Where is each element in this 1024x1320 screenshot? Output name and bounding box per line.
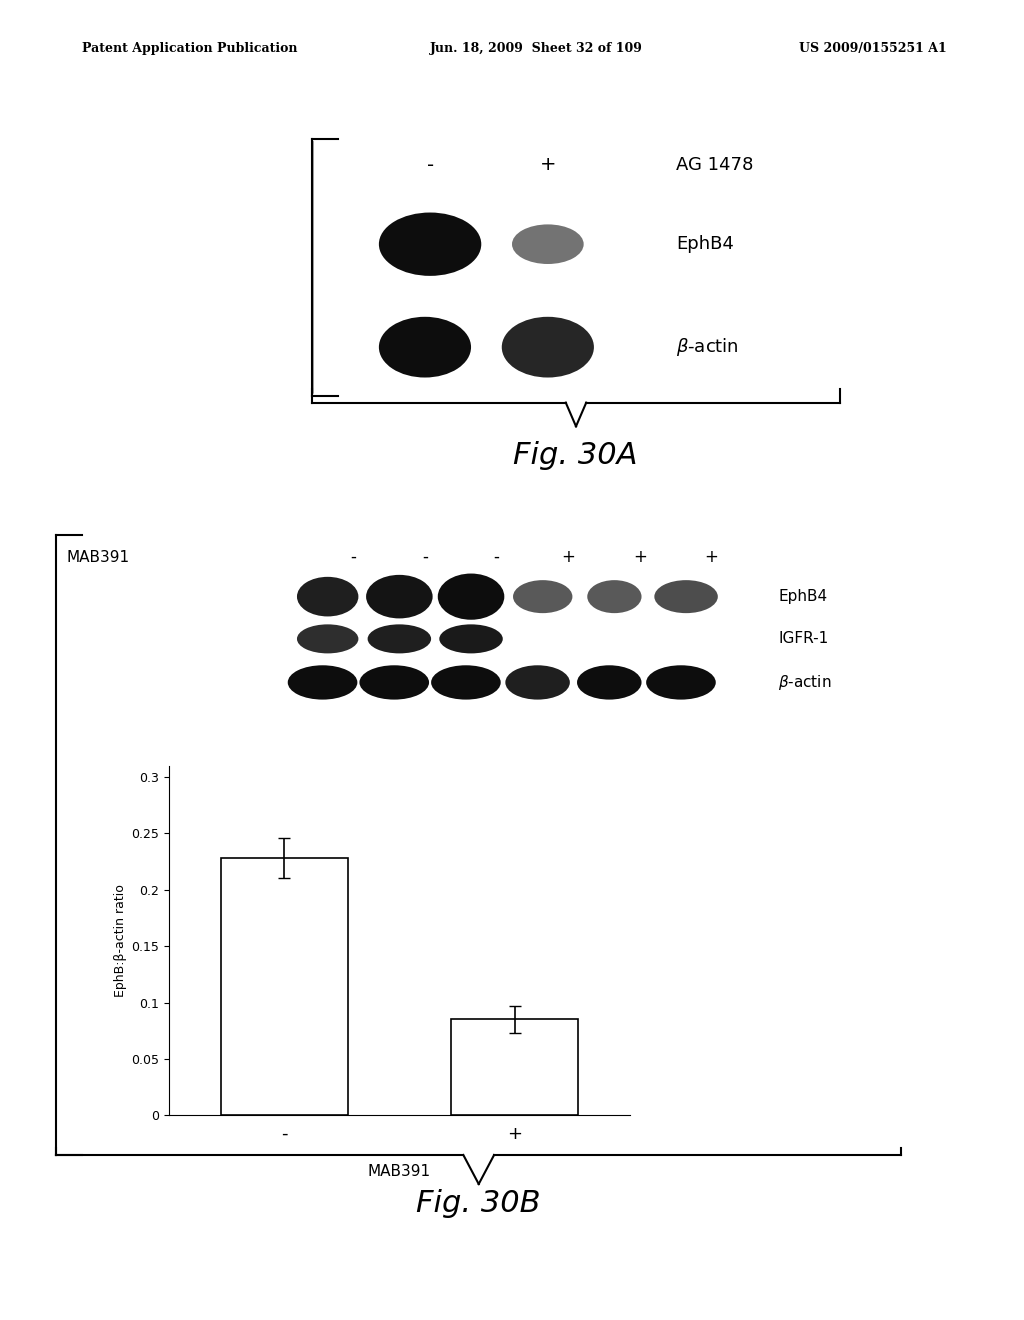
- Ellipse shape: [368, 624, 431, 653]
- Ellipse shape: [379, 317, 471, 378]
- Ellipse shape: [438, 573, 505, 620]
- Ellipse shape: [367, 576, 432, 618]
- Text: Jun. 18, 2009  Sheet 32 of 109: Jun. 18, 2009 Sheet 32 of 109: [430, 42, 643, 55]
- X-axis label: MAB391: MAB391: [368, 1164, 431, 1179]
- Text: Fig. 30B: Fig. 30B: [416, 1189, 541, 1218]
- Text: MAB391: MAB391: [67, 549, 130, 565]
- Text: Fig. 30A: Fig. 30A: [513, 441, 638, 470]
- Text: EphB4: EphB4: [778, 589, 827, 605]
- Text: +: +: [561, 548, 575, 566]
- Text: +: +: [705, 548, 719, 566]
- Bar: [452, 1019, 578, 1115]
- Ellipse shape: [588, 579, 641, 612]
- Text: Patent Application Publication: Patent Application Publication: [82, 42, 297, 55]
- Ellipse shape: [359, 665, 429, 700]
- Text: +: +: [633, 548, 647, 566]
- Text: +: +: [540, 156, 556, 174]
- Ellipse shape: [512, 224, 584, 264]
- Ellipse shape: [439, 624, 503, 653]
- Text: US 2009/0155251 A1: US 2009/0155251 A1: [799, 42, 946, 55]
- Ellipse shape: [513, 579, 572, 612]
- Ellipse shape: [646, 665, 716, 700]
- Ellipse shape: [379, 213, 481, 276]
- Ellipse shape: [502, 317, 594, 378]
- Ellipse shape: [288, 665, 357, 700]
- Text: -: -: [350, 548, 356, 566]
- Ellipse shape: [578, 665, 641, 700]
- Text: $\beta$-actin: $\beta$-actin: [778, 673, 831, 692]
- Ellipse shape: [654, 579, 718, 612]
- Text: -: -: [422, 548, 428, 566]
- Text: -: -: [494, 548, 500, 566]
- Text: IGFR-1: IGFR-1: [778, 631, 828, 647]
- Text: EphB4: EphB4: [676, 235, 734, 253]
- Ellipse shape: [506, 665, 569, 700]
- Text: AG 1478: AG 1478: [676, 156, 754, 174]
- Y-axis label: EphB:β-actin ratio: EphB:β-actin ratio: [114, 884, 127, 997]
- Text: -: -: [427, 156, 433, 174]
- Ellipse shape: [297, 624, 358, 653]
- Ellipse shape: [297, 577, 358, 616]
- Text: $\beta$-actin: $\beta$-actin: [676, 337, 738, 358]
- Bar: [221, 858, 347, 1115]
- Ellipse shape: [431, 665, 501, 700]
